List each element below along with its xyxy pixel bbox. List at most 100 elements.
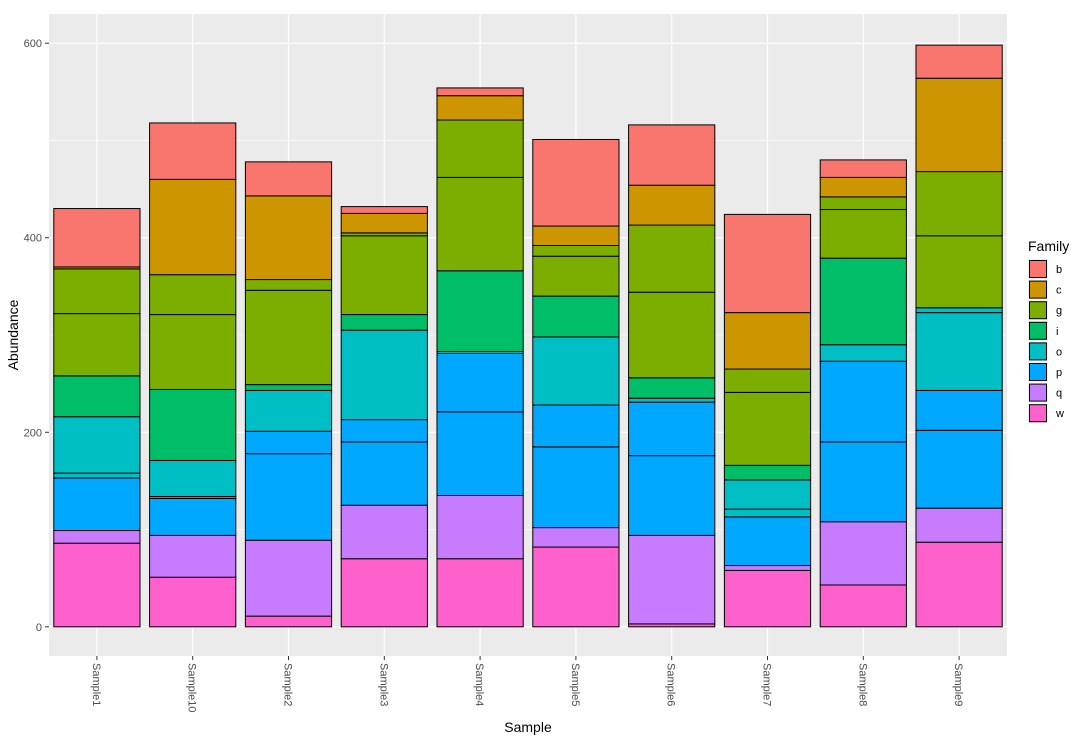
bar-segment-p — [628, 455, 716, 536]
bar-segment-p — [915, 389, 1003, 431]
bar-segment-p — [723, 516, 812, 567]
bar-segment-g — [53, 313, 141, 377]
bar-segment-g — [628, 224, 716, 293]
x-tick-label: Sample5 — [569, 663, 581, 706]
bar-segment-b — [723, 213, 812, 314]
bar-segment-w — [819, 584, 907, 628]
bar-segment-g — [532, 245, 620, 257]
x-axis-ticks: Sample1 Sample10 Sample2 Sample3 Sample4 Samp… — [90, 656, 964, 713]
bar-segment-c — [915, 77, 1003, 173]
bar-segment-p — [53, 477, 141, 532]
legend-label-w: w — [1055, 408, 1064, 420]
bar-segment-p — [149, 497, 237, 536]
bar-segment-c — [723, 312, 812, 370]
bar-segment-b — [53, 208, 141, 268]
bar-segment-b — [436, 87, 524, 97]
bar-segment-g — [723, 368, 812, 393]
legend-label-g: g — [1056, 305, 1062, 317]
y-tick-label: 400 — [24, 233, 42, 245]
legend-key-c — [1029, 280, 1047, 299]
x-tick-label: Sample10 — [186, 663, 198, 713]
bar-segment-b — [819, 159, 907, 178]
y-axis-ticks: 0 200 400 600 — [24, 38, 49, 634]
bar-segment-b — [340, 206, 428, 214]
bar-segment-o — [244, 389, 333, 432]
bar-segment-w — [532, 546, 620, 628]
bar-segment-w — [723, 569, 812, 628]
bar-segment-b — [149, 122, 237, 180]
bar-segment-i — [340, 314, 428, 331]
bar-segment-o — [723, 479, 812, 510]
x-tick-label: Sample2 — [282, 663, 294, 706]
legend-key-i — [1029, 321, 1047, 340]
bar-segment-q — [436, 495, 524, 560]
bar-segment-q — [532, 527, 620, 548]
x-tick-label: Sample8 — [856, 663, 868, 706]
bar-segment-o — [915, 312, 1003, 391]
bar-segment-c — [532, 225, 620, 247]
y-tick-label: 200 — [24, 427, 42, 439]
legend-key-g — [1029, 301, 1047, 320]
bar-segment-g — [723, 391, 812, 466]
bar-segment-w — [53, 542, 141, 628]
bar-segment-o — [819, 344, 907, 362]
bar-segment-p — [628, 401, 716, 457]
bar-segment-g — [436, 119, 524, 178]
bar-segment-c — [436, 95, 524, 121]
bar-segment-o — [628, 397, 716, 403]
bar-segment-p — [819, 441, 907, 523]
bar-segment-q — [723, 565, 812, 571]
bar-segment-b — [628, 124, 716, 186]
bar-segment-c — [340, 212, 428, 234]
bar-segment-b — [244, 161, 333, 197]
bar-segment-p — [915, 429, 1003, 509]
bar-segment-g — [149, 274, 237, 316]
bar-segment-i — [723, 464, 812, 481]
bar-segment-p — [819, 360, 907, 443]
x-tick-label: Sample4 — [473, 663, 485, 706]
bar-segment-o — [53, 472, 141, 479]
bar-segment-i — [436, 270, 524, 353]
legend-label-o: o — [1056, 346, 1062, 358]
legend-label-c: c — [1056, 285, 1062, 297]
bar-segment-g — [244, 279, 333, 291]
bar-segment-c — [628, 184, 716, 226]
bar-segment-g — [915, 235, 1003, 309]
bar-segment-g — [244, 289, 333, 386]
bar-segment-g — [436, 176, 524, 272]
bar-segment-p — [436, 352, 524, 413]
legend-label-q: q — [1056, 388, 1062, 400]
legend-title: Family — [1028, 238, 1069, 254]
bar-segment-b — [532, 138, 620, 227]
bar-segment-b — [915, 44, 1003, 79]
bar-segment-i — [532, 295, 620, 338]
bar-segment-i — [819, 257, 907, 346]
bar-segment-p — [244, 453, 333, 541]
x-tick-label: Sample6 — [665, 663, 677, 706]
bar-segment-p — [436, 411, 524, 497]
bar-segment-q — [244, 539, 333, 617]
legend-label-i: i — [1056, 326, 1058, 338]
bar-segment-c — [819, 176, 907, 198]
x-tick-label: Sample9 — [952, 663, 964, 706]
legend-key-w — [1029, 404, 1047, 423]
bar-segment-o — [915, 307, 1003, 314]
bar-segment-o — [532, 336, 620, 406]
bar-segment-g — [340, 235, 428, 316]
bar-segment-q — [819, 521, 907, 586]
bars — [53, 44, 1003, 628]
bar-segment-o — [340, 329, 428, 421]
bar-segment-c — [149, 178, 237, 276]
bar-segment-g — [819, 209, 907, 259]
bar-segment-g — [53, 268, 141, 315]
legend-key-o — [1029, 342, 1047, 361]
bar-segment-q — [149, 534, 237, 578]
bar-segment-q — [340, 504, 428, 560]
bar-segment-o — [53, 416, 141, 474]
bar-segment-i — [149, 388, 237, 461]
bar-segment-q — [915, 507, 1003, 543]
bar-segment-g — [819, 196, 907, 211]
y-tick-label: 600 — [24, 38, 42, 50]
